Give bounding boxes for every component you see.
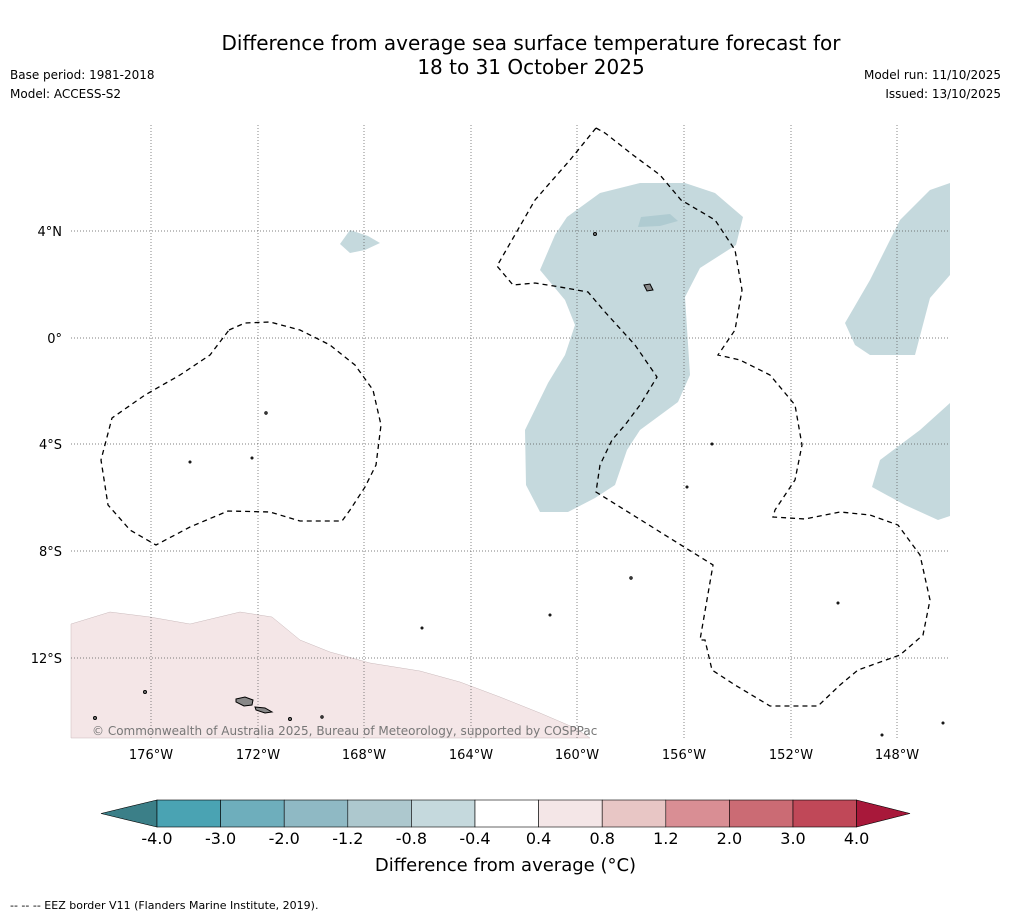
colorbar-segment xyxy=(729,799,794,828)
colorbar-tick-label: 1.2 xyxy=(653,829,678,848)
colorbar-segment xyxy=(156,799,221,828)
colorbar-segment xyxy=(665,799,730,828)
lat-label-8s: 8°S xyxy=(39,545,62,560)
atoll xyxy=(629,576,633,580)
lon-label-176w: 176°W xyxy=(129,748,173,763)
atoll xyxy=(548,613,552,617)
atoll xyxy=(880,733,884,737)
atoll xyxy=(264,411,268,415)
eez-border-kiribati-line xyxy=(496,127,931,707)
colorbar-segment xyxy=(220,799,285,828)
colorbar-tick-label: -2.0 xyxy=(269,829,300,848)
colorbar-extension-high xyxy=(856,799,911,828)
model-run: Model run: 11/10/2025 xyxy=(863,68,1001,82)
lat-label-4s: 4°S xyxy=(39,438,62,453)
atoll xyxy=(143,690,147,694)
atoll xyxy=(320,715,324,719)
lon-label-172w: 172°W xyxy=(236,748,280,763)
atoll xyxy=(710,442,714,446)
cool-anomaly-region-small xyxy=(340,230,380,253)
colorbar-tick-label: 0.4 xyxy=(526,829,551,848)
colorbar-tick-label: -4.0 xyxy=(141,829,172,848)
graticule xyxy=(71,125,950,738)
issued-date: Issued: 13/10/2025 xyxy=(885,87,1001,101)
colorbar-tick-label: 2.0 xyxy=(717,829,742,848)
sst-anomaly-map: 176°W 172°W 168°W 164°W 160°W 156°W 152°… xyxy=(31,125,950,763)
lon-label-160w: 160°W xyxy=(555,748,599,763)
colorbar-tick-label: -1.2 xyxy=(332,829,363,848)
samoa-island-savaii xyxy=(235,696,254,707)
title-line-1: Difference from average sea surface temp… xyxy=(221,31,841,55)
colorbar-segment xyxy=(474,799,539,828)
lat-label-12s: 12°S xyxy=(31,652,62,667)
colorbar-tick-label: 3.0 xyxy=(780,829,805,848)
lon-label-156w: 156°W xyxy=(662,748,706,763)
samoa-island-upolu xyxy=(254,706,274,714)
atoll xyxy=(593,232,597,236)
colorbar-segment xyxy=(601,799,667,828)
chart-title: Difference from average sea surface temp… xyxy=(0,31,1011,79)
cool-anomaly-region-east-south xyxy=(872,403,950,520)
cool-anomaly-region-east-north xyxy=(845,183,950,355)
colorbar-segment xyxy=(538,799,603,828)
atoll xyxy=(643,283,654,292)
colorbar-segment xyxy=(792,799,857,828)
lon-label-148w: 148°W xyxy=(875,748,919,763)
colorbar-tick-label: 4.0 xyxy=(844,829,869,848)
copyright-notice: © Commonwealth of Australia 2025, Bureau… xyxy=(92,724,597,738)
lat-label-0: 0° xyxy=(47,332,62,347)
eez-legend-note: -- -- -- EEZ border V11 (Flanders Marine… xyxy=(10,899,319,912)
cool-anomaly-region-central xyxy=(525,183,743,512)
colorbar: -4.0 -3.0 -2.0 -1.2 -0.8 -0.4 0.4 0.8 1.2 2.0 3.0 4… xyxy=(100,799,911,848)
colorbar-extension-low xyxy=(100,799,158,828)
lat-label-4n: 4°N xyxy=(38,225,63,240)
latitude-labels: 4°N 0° 4°S 8°S 12°S xyxy=(31,225,62,667)
atoll xyxy=(93,716,97,720)
colorbar-tick-label: -3.0 xyxy=(205,829,236,848)
atoll xyxy=(941,721,945,725)
longitude-labels: 176°W 172°W 168°W 164°W 160°W 156°W 152°… xyxy=(129,748,919,763)
atoll xyxy=(188,460,192,464)
colorbar-ticks: -4.0 -3.0 -2.0 -1.2 -0.8 -0.4 0.4 0.8 1.2 2.0 3.0 4… xyxy=(141,829,869,848)
meta-right: Model run: 11/10/2025 Issued: 13/10/2025 xyxy=(864,66,1001,104)
atoll xyxy=(685,485,689,489)
colorbar-tick-label: 0.8 xyxy=(589,829,614,848)
lon-label-152w: 152°W xyxy=(769,748,813,763)
colorbar-segment xyxy=(283,799,349,828)
colorbar-tick-label: -0.4 xyxy=(459,829,490,848)
title-line-2: 18 to 31 October 2025 xyxy=(417,55,645,79)
colorbar-segment xyxy=(411,799,476,828)
atoll xyxy=(420,626,424,630)
colorbar-segments xyxy=(100,799,911,828)
colorbar-segment xyxy=(347,799,412,828)
eez-borders xyxy=(100,127,931,707)
lon-label-168w: 168°W xyxy=(342,748,386,763)
islands xyxy=(93,232,945,737)
eez-border-tokelau xyxy=(100,321,382,546)
atoll xyxy=(288,717,292,721)
atoll xyxy=(250,456,254,460)
colorbar-tick-label: -0.8 xyxy=(396,829,427,848)
colorbar-label: Difference from average (°C) xyxy=(374,855,637,876)
model-name: Model: ACCESS-S2 xyxy=(10,87,122,101)
warm-anomaly-region xyxy=(70,611,591,739)
meta-left: Base period: 1981-2018 Model: ACCESS-S2 xyxy=(10,66,155,104)
cool-anomaly-patch-stronger xyxy=(638,214,678,227)
lon-label-164w: 164°W xyxy=(449,748,493,763)
base-period: Base period: 1981-2018 xyxy=(10,68,155,82)
atoll xyxy=(836,601,840,605)
